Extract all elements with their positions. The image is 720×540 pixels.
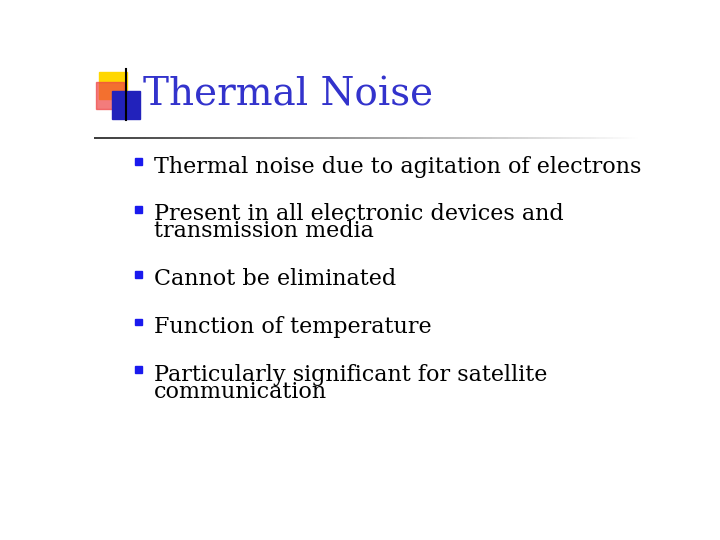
Bar (112, 91, 140, 119)
Text: Cannot be eliminated: Cannot be eliminated (153, 268, 396, 290)
Bar (135, 206, 142, 213)
Bar (135, 271, 142, 278)
Bar (135, 366, 142, 373)
Text: Thermal Noise: Thermal Noise (143, 76, 433, 113)
Bar (135, 319, 142, 326)
Text: Particularly significant for satellite: Particularly significant for satellite (153, 363, 547, 386)
Text: Present in all electronic devices and: Present in all electronic devices and (153, 204, 563, 225)
Bar (99, 72, 127, 99)
Bar (96, 82, 124, 110)
Text: Function of temperature: Function of temperature (153, 316, 431, 338)
Text: transmission media: transmission media (153, 220, 374, 242)
Bar (135, 158, 142, 165)
Text: communication: communication (153, 381, 327, 402)
Text: Thermal noise due to agitation of electrons: Thermal noise due to agitation of electr… (153, 156, 641, 178)
